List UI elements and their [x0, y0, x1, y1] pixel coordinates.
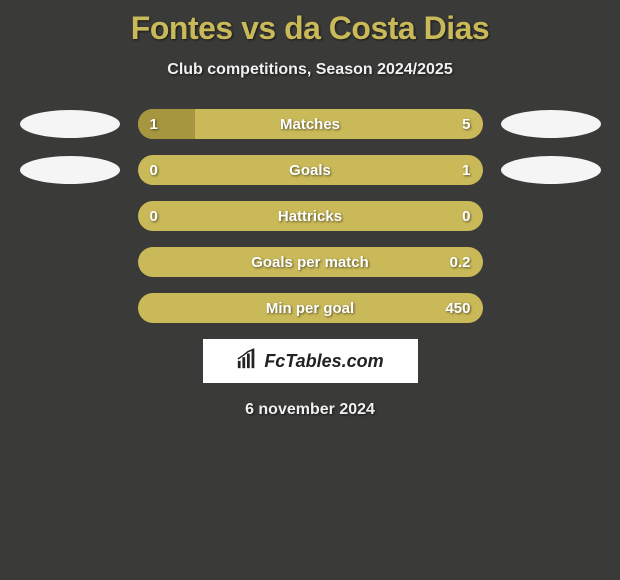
- stat-bar: Min per goal 450: [138, 293, 483, 323]
- date-text: 6 november 2024: [0, 401, 620, 419]
- stat-bar: 0 Hattricks 0: [138, 201, 483, 231]
- stat-row: 0 Hattricks 0: [0, 199, 620, 233]
- player-right-marker: [501, 110, 601, 138]
- stat-row: Min per goal 450: [0, 291, 620, 325]
- player-left-marker: [20, 110, 120, 138]
- stat-right-value: 0: [462, 201, 470, 231]
- page-subtitle: Club competitions, Season 2024/2025: [0, 61, 620, 79]
- brand-badge[interactable]: FcTables.com: [203, 339, 418, 383]
- player-right-marker: [501, 156, 601, 184]
- page-title: Fontes vs da Costa Dias: [0, 0, 620, 47]
- stat-label: Goals per match: [138, 247, 483, 277]
- player-left-marker: [20, 156, 120, 184]
- stat-right-value: 5: [462, 109, 470, 139]
- brand-text: FcTables.com: [264, 351, 383, 372]
- chart-icon: [236, 348, 258, 375]
- stat-label: Min per goal: [138, 293, 483, 323]
- stat-label: Goals: [138, 155, 483, 185]
- stat-row: 0 Goals 1: [0, 153, 620, 187]
- stat-right-value: 450: [445, 293, 470, 323]
- stat-right-value: 0.2: [450, 247, 471, 277]
- stat-bar: 1 Matches 5: [138, 109, 483, 139]
- stat-row: 1 Matches 5: [0, 107, 620, 141]
- stat-bar: Goals per match 0.2: [138, 247, 483, 277]
- stat-right-value: 1: [462, 155, 470, 185]
- stat-label: Matches: [138, 109, 483, 139]
- stat-bar: 0 Goals 1: [138, 155, 483, 185]
- stat-rows: 1 Matches 5 0 Goals 1 0 Hattricks 0 G: [0, 107, 620, 325]
- stat-label: Hattricks: [138, 201, 483, 231]
- stat-row: Goals per match 0.2: [0, 245, 620, 279]
